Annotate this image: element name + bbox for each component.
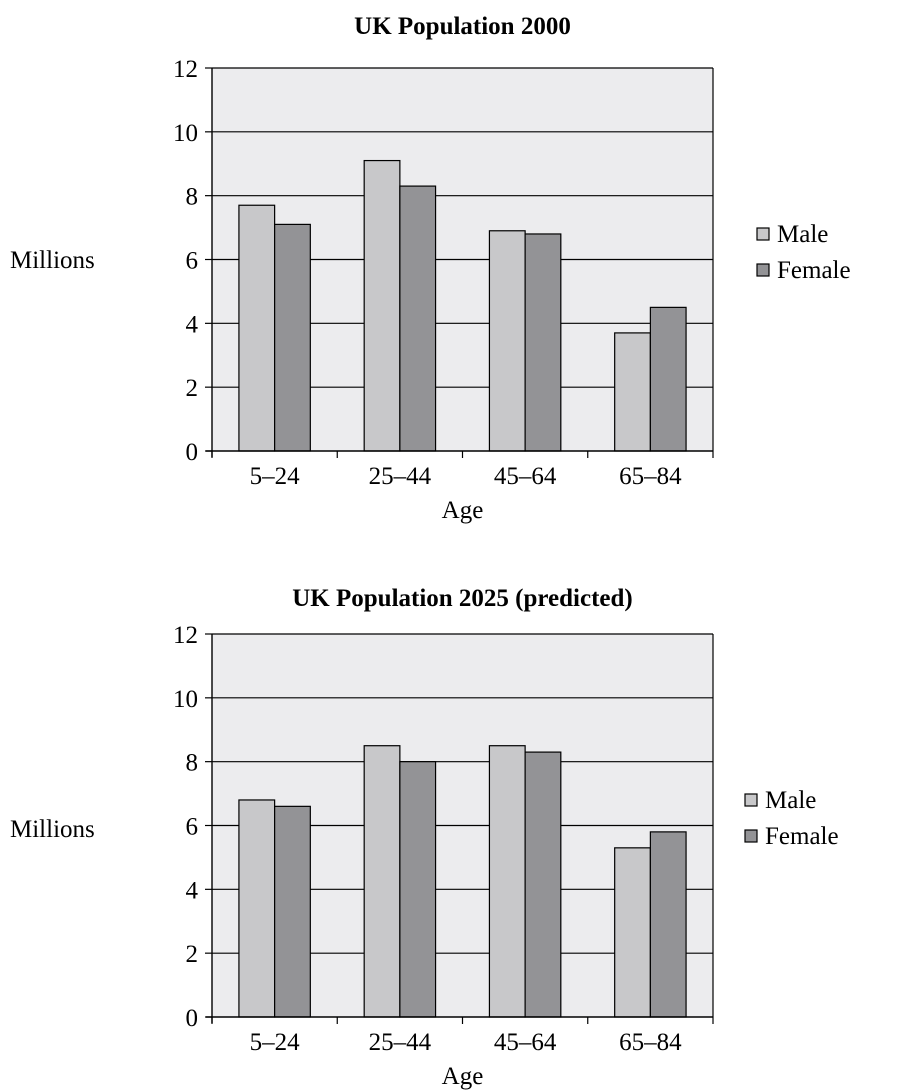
- x-tick-label: 45–64: [494, 463, 557, 490]
- x-tick-label: 5–24: [250, 1029, 301, 1056]
- legend-label-male: Male: [777, 221, 828, 248]
- y-tick-label: 12: [173, 56, 198, 83]
- bar-female-3: [524, 233, 562, 452]
- legend-swatch-female: [744, 829, 758, 843]
- bar-male-4: [614, 847, 651, 1018]
- y-tick-label: 8: [186, 184, 199, 211]
- legend-label-male: Male: [765, 787, 816, 814]
- bar-male-2: [363, 159, 401, 452]
- x-tick-label: 5–24: [250, 463, 301, 490]
- y-tick-label: 6: [186, 814, 199, 841]
- bar-female-1: [274, 223, 311, 452]
- legend: Male Female: [744, 787, 839, 850]
- legend-swatch-female: [756, 263, 770, 277]
- y-tick-label: 0: [186, 1005, 199, 1032]
- bar-female-3: [524, 751, 562, 1018]
- y-tick-label: 10: [173, 120, 198, 147]
- bar-female-2: [399, 185, 437, 452]
- legend-swatch-male: [756, 227, 770, 241]
- y-tick-label: 6: [186, 248, 199, 275]
- y-tick-label: 10: [173, 686, 198, 713]
- x-tick-label: 65–84: [619, 1029, 682, 1056]
- x-axis-label: Age: [442, 497, 484, 524]
- x-axis-label: Age: [442, 1063, 484, 1090]
- legend-swatch-male: [744, 793, 758, 807]
- bar-female-1: [274, 805, 311, 1018]
- x-tick-label: 45–64: [494, 1029, 557, 1056]
- y-tick-label: 12: [173, 622, 198, 649]
- bar-male-2: [363, 745, 401, 1018]
- bar-female-4: [649, 306, 687, 452]
- bar-female-2: [399, 761, 437, 1018]
- bar-male-3: [488, 745, 526, 1018]
- y-tick-label: 4: [186, 311, 199, 338]
- chart-1: 0 2 4 6 8 10 12 5–24 25–44 45–64 65–84 UK Populatio…: [10, 13, 851, 524]
- bar-male-1: [238, 799, 276, 1018]
- y-axis-label: Millions: [10, 247, 95, 274]
- legend-label-female: Female: [765, 823, 839, 850]
- legend-label-female: Female: [777, 257, 851, 284]
- x-tick-label: 25–44: [369, 1029, 432, 1056]
- x-tick-label: 25–44: [369, 463, 432, 490]
- y-tick-label: 0: [186, 439, 199, 466]
- bar-male-1: [238, 204, 276, 452]
- y-tick-label: 8: [186, 750, 199, 777]
- y-tick-label: 2: [186, 375, 199, 402]
- chart-title: UK Population 2025 (predicted): [292, 585, 633, 612]
- bar-male-3: [488, 230, 526, 452]
- chart-2: 0 2 4 6 8 10 12 5–24 25–44 45–64 65–84 UK Populatio…: [10, 585, 839, 1090]
- y-axis-label: Millions: [10, 816, 95, 843]
- y-tick-label: 2: [186, 941, 199, 968]
- bar-male-4: [614, 332, 651, 452]
- x-tick-label: 65–84: [619, 463, 682, 490]
- y-tick-label: 4: [186, 877, 199, 904]
- bar-female-4: [649, 831, 687, 1018]
- chart-title: UK Population 2000: [354, 13, 571, 40]
- legend: Male Female: [756, 221, 851, 284]
